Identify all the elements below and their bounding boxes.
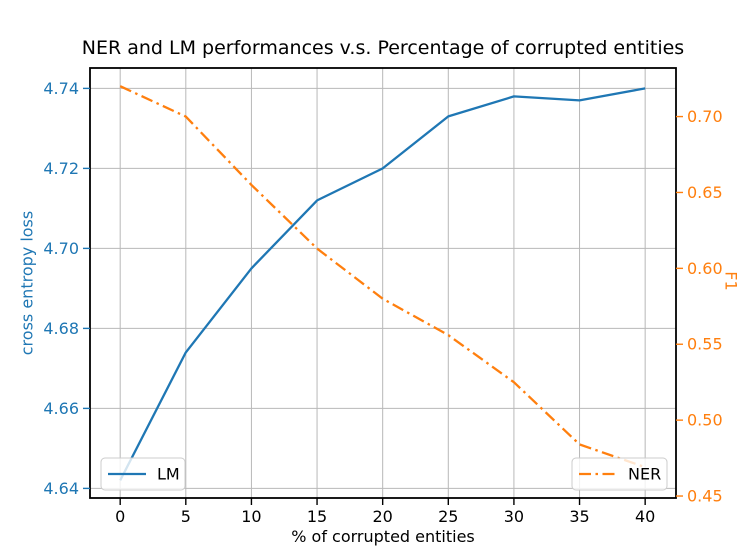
x-tick-label: 10 <box>241 507 261 526</box>
x-tick-label: 15 <box>307 507 327 526</box>
right-y-axis-label: F1 <box>721 271 741 291</box>
x-tick-label: 5 <box>181 507 191 526</box>
x-tick-label: 20 <box>372 507 392 526</box>
left-tick-label: 4.74 <box>43 79 79 98</box>
left-tick-label: 4.72 <box>43 159 79 178</box>
left-y-axis-label: cross entropy loss <box>17 210 37 356</box>
legend-ner-box <box>571 457 668 491</box>
left-tick-label: 4.70 <box>43 239 79 258</box>
right-tick-label: 0.50 <box>687 411 723 430</box>
legend-lm-label: LM <box>157 465 180 484</box>
right-tick-label: 0.45 <box>687 487 723 506</box>
left-tick-label: 4.64 <box>43 479 79 498</box>
x-tick-label: 0 <box>115 507 125 526</box>
left-tick-label: 4.68 <box>43 319 79 338</box>
right-tick-label: 0.65 <box>687 183 723 202</box>
x-tick-label: 30 <box>504 507 524 526</box>
left-tick-label: 4.66 <box>43 399 79 418</box>
x-tick-label: 35 <box>569 507 589 526</box>
x-tick-label: 25 <box>438 507 458 526</box>
lm-line <box>119 87 646 481</box>
x-axis-label: % of corrupted entities <box>291 527 475 546</box>
right-tick-label: 0.55 <box>687 335 723 354</box>
right-tick-label: 0.70 <box>687 107 723 126</box>
chart-title: NER and LM performances v.s. Percentage … <box>81 37 685 59</box>
legend-ner-label: NER <box>628 465 661 484</box>
x-tick-label: 40 <box>635 507 655 526</box>
ner-line <box>119 85 646 469</box>
right-tick-label: 0.60 <box>687 259 723 278</box>
